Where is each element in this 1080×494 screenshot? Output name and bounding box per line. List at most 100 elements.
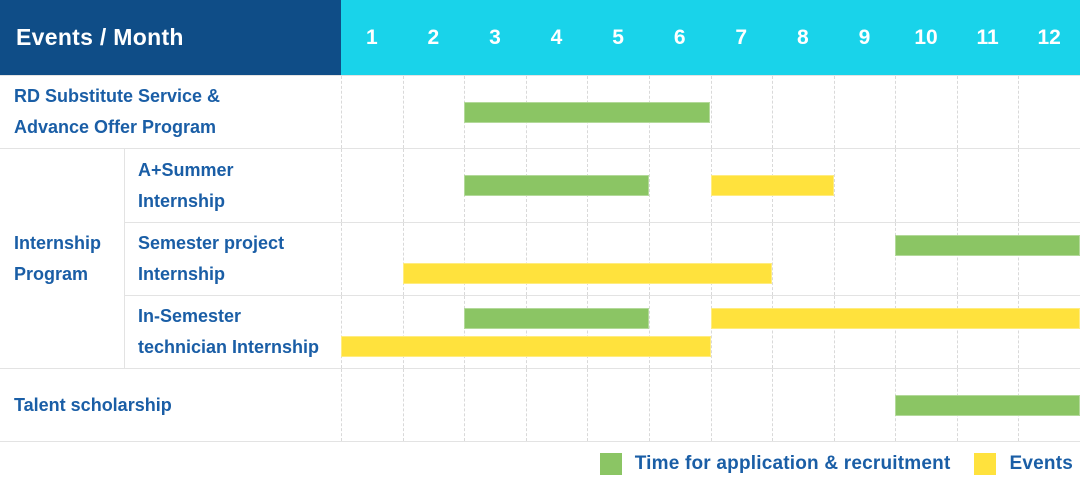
table-row: Semester project Internship [124, 222, 1080, 295]
gantt-bar-green [464, 308, 649, 329]
month-header-cell-9: 9 [858, 25, 871, 49]
month-gridline [402, 369, 404, 441]
month-gridline [464, 223, 466, 295]
month-gridline [833, 223, 835, 295]
month-gridline [956, 223, 958, 295]
month-header-cell-8: 8 [796, 25, 809, 49]
row-label: RD Substitute Service & Advance Offer Pr… [14, 86, 221, 137]
gantt-bar-green [464, 175, 649, 196]
legend-label: Events [1009, 453, 1073, 474]
row-chart-area [341, 296, 1080, 368]
gantt-bar-green [895, 395, 1080, 416]
month-gridline [710, 296, 712, 368]
month-header-cell-12: 12 [1037, 25, 1061, 49]
gantt-bar-green [464, 102, 711, 123]
gantt-bar-yellow [710, 308, 1080, 329]
month-header-cell-5: 5 [612, 25, 624, 49]
month-gridline [1018, 296, 1020, 368]
month-gridline [525, 296, 527, 368]
month-gridline [895, 296, 897, 368]
table-row: Talent scholarship [0, 368, 1080, 441]
month-gridline [895, 149, 897, 222]
month-gridline [772, 223, 774, 295]
month-gridline [956, 149, 958, 222]
month-gridline [710, 76, 712, 148]
group-label: Internship Program [14, 232, 102, 284]
gantt-bar-yellow [710, 175, 834, 196]
month-header-cell-10: 10 [914, 25, 938, 49]
month-header-cell-4: 4 [550, 25, 563, 49]
month-gridline [833, 76, 835, 148]
month-gridline [587, 296, 589, 368]
month-gridline [648, 296, 650, 368]
table-row: In-Semester technician Internship [124, 295, 1080, 368]
table-row: RD Substitute Service & Advance Offer Pr… [0, 75, 1080, 148]
month-gridline [648, 369, 650, 441]
month-gridline [648, 223, 650, 295]
table-body: RD Substitute Service & Advance Offer Pr… [0, 75, 1080, 441]
month-header-cell-6: 6 [673, 25, 686, 49]
month-gridline [402, 149, 404, 222]
month-gridline [895, 223, 897, 295]
month-gridline [464, 296, 466, 368]
month-gridline [402, 76, 404, 148]
month-gridline [833, 369, 835, 441]
month-gridline [587, 223, 589, 295]
month-gridline [402, 223, 404, 295]
month-gridline [341, 223, 342, 295]
month-gridline [525, 369, 527, 441]
month-gridline [833, 149, 835, 222]
month-gridline [587, 369, 589, 441]
month-gridline [1018, 76, 1020, 148]
row-chart-area [341, 149, 1080, 222]
row-label: A+Summer Internship [124, 149, 341, 222]
month-gridline [772, 296, 774, 368]
events-month-header-cell: Events / Month [0, 0, 341, 75]
month-gridline [710, 223, 712, 295]
month-gridline [648, 149, 650, 222]
row-label: Talent scholarship [14, 394, 172, 415]
month-gridline [956, 76, 958, 148]
legend-swatch-yellow [974, 453, 997, 475]
group-row-block: Internship Program A+Summer Internship Sem… [0, 148, 1080, 368]
row-chart-area [341, 369, 1080, 441]
table-row: A+Summer Internship [124, 149, 1080, 222]
month-header-cell-2: 2 [427, 25, 440, 49]
month-gridline [525, 223, 527, 295]
gantt-bar-yellow [341, 336, 711, 357]
row-label: Semester project Internship [124, 223, 341, 295]
month-gridline [341, 296, 342, 368]
gantt-table: Events / Month 1 2 3 4 5 6 7 8 9 10 11 12 RD Substi… [0, 0, 1080, 442]
month-gridline [710, 369, 712, 441]
gantt-bar-yellow [402, 263, 773, 284]
legend: Time for application & recruitment Events [599, 453, 1073, 475]
month-gridline [341, 149, 342, 222]
row-label: In-Semester technician Internship [124, 296, 341, 368]
table-header-row: Events / Month 1 2 3 4 5 6 7 8 9 10 11 12 [0, 0, 1080, 75]
month-gridline [833, 296, 835, 368]
month-gridline [1018, 149, 1020, 222]
legend-swatch-green [599, 453, 622, 475]
month-header-cell-7: 7 [735, 25, 748, 49]
month-gridline [341, 369, 342, 441]
month-gridline [341, 76, 342, 148]
gantt-bar-green [895, 235, 1080, 256]
month-gridline [402, 296, 404, 368]
legend-item-yellow: Events [974, 453, 1073, 475]
group-rows: A+Summer Internship Semester project Inte… [124, 149, 1080, 368]
row-chart-area [341, 76, 1080, 148]
month-gridline [1018, 223, 1020, 295]
month-gridline [464, 369, 466, 441]
month-gridline [772, 369, 774, 441]
legend-label: Time for application & recruitment [634, 453, 951, 474]
month-header-cell-11: 11 [976, 25, 999, 49]
month-gridline [772, 76, 774, 148]
legend-item-green: Time for application & recruitment [599, 453, 951, 475]
month-header-cell-3: 3 [489, 25, 501, 49]
month-header-cell-1: 1 [365, 25, 378, 49]
row-chart-area [341, 223, 1080, 295]
month-header-row: 1 2 3 4 5 6 7 8 9 10 11 12 [341, 0, 1080, 75]
month-gridline [956, 296, 958, 368]
month-gridline [895, 76, 897, 148]
